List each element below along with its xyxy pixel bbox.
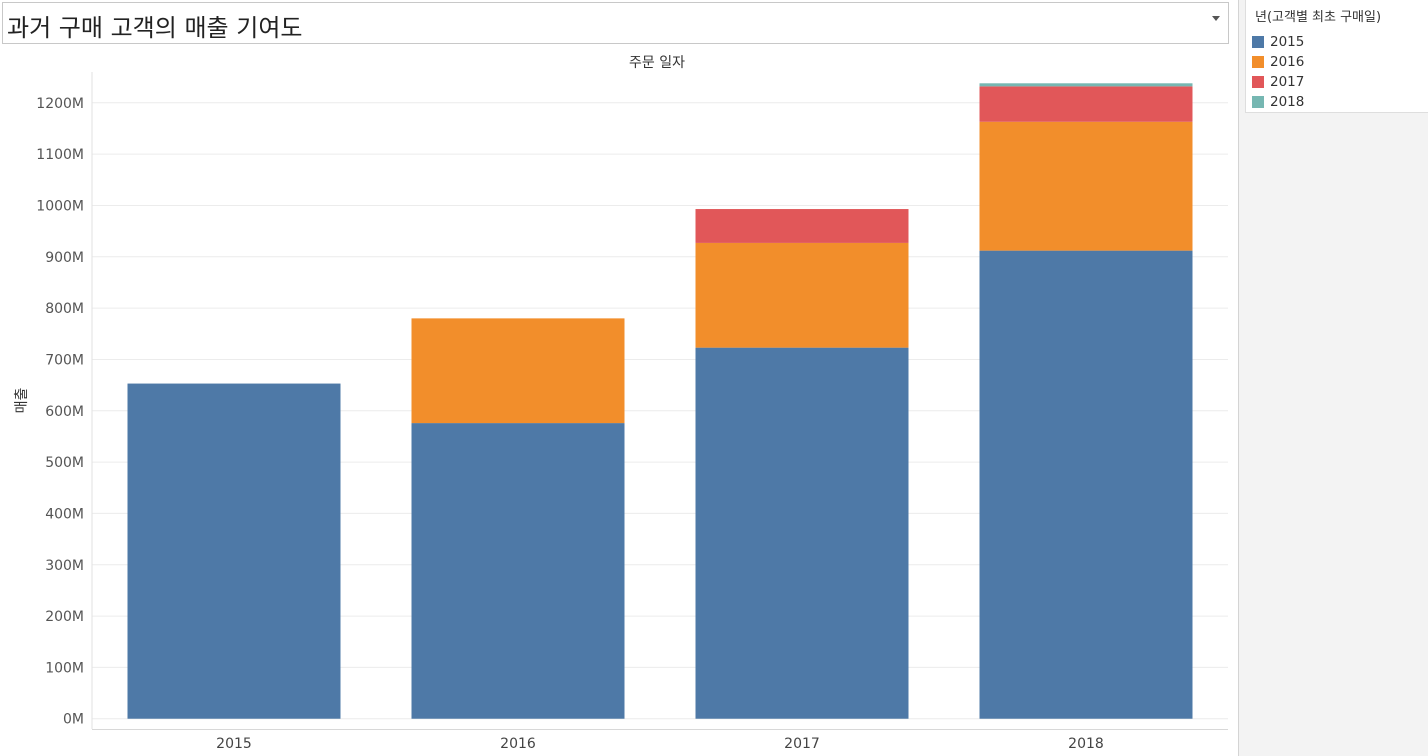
bar-segment-2015-2017 [695,347,909,719]
dashboard-title: 과거 구매 고객의 매출 기여도 [7,14,303,42]
legend-item-2018[interactable]: 2018 [1252,93,1304,111]
y-tick-label: 800M [45,301,84,317]
legend-label: 2018 [1270,94,1305,110]
legend-item-2015[interactable]: 2015 [1252,33,1304,51]
legend-swatch [1252,76,1264,88]
legend-label: 2015 [1270,34,1305,50]
bar-segment-2016-2017 [695,242,909,348]
y-tick-label: 100M [45,660,84,676]
bar-segment-2015-2018 [979,250,1193,719]
y-tick-label: 0M [63,712,84,728]
bar-segment-2017-2017 [695,209,909,243]
bar-segment-2018-2018 [979,83,1193,87]
bar-segment-2016-2016 [411,318,625,424]
chart-title: 주문 일자 [629,55,685,71]
y-tick-label: 300M [45,558,84,574]
legend-swatch [1252,56,1264,68]
x-tick-label: 2016 [500,736,536,752]
y-tick-label: 400M [45,506,84,522]
y-tick-label: 900M [45,250,84,266]
y-tick-label: 700M [45,352,84,368]
bar-segment-2017-2018 [979,86,1193,122]
bar-segment-2016-2018 [979,121,1193,251]
legend-label: 2017 [1270,74,1305,90]
bar-segment-2015-2015 [127,383,341,719]
legend: 년(고객별 최초 구매일) 2015 2016 2017 2018 [1245,0,1428,113]
y-tick-label: 1100M [36,147,84,163]
y-axis-label: 매출 [14,388,30,414]
bar-segment-2015-2016 [411,423,625,719]
legend-item-2016[interactable]: 2016 [1252,53,1304,71]
x-tick-label: 2015 [216,736,252,752]
y-tick-label: 200M [45,609,84,625]
x-tick-label: 2018 [1068,736,1104,752]
y-tick-label: 500M [45,455,84,471]
y-tick-label: 600M [45,404,84,420]
title-dropdown[interactable]: 과거 구매 고객의 매출 기여도 [2,2,1229,44]
y-tick-label: 1000M [36,198,84,214]
legend-swatch [1252,96,1264,108]
legend-title: 년(고객별 최초 구매일) [1255,10,1382,25]
legend-item-2017[interactable]: 2017 [1252,73,1304,91]
stacked-bar-chart: 0M 100M 200M 300M 400M 500M 600M 700M 800M 900M 10… [14,55,1228,752]
right-pane: 년(고객별 최초 구매일) 2015 2016 2017 2018 [1238,0,1428,756]
y-tick-label: 1200M [36,96,84,112]
legend-swatch [1252,36,1264,48]
legend-label: 2016 [1270,54,1305,70]
dropdown-caret-icon[interactable] [1212,16,1220,21]
x-tick-label: 2017 [784,736,820,752]
